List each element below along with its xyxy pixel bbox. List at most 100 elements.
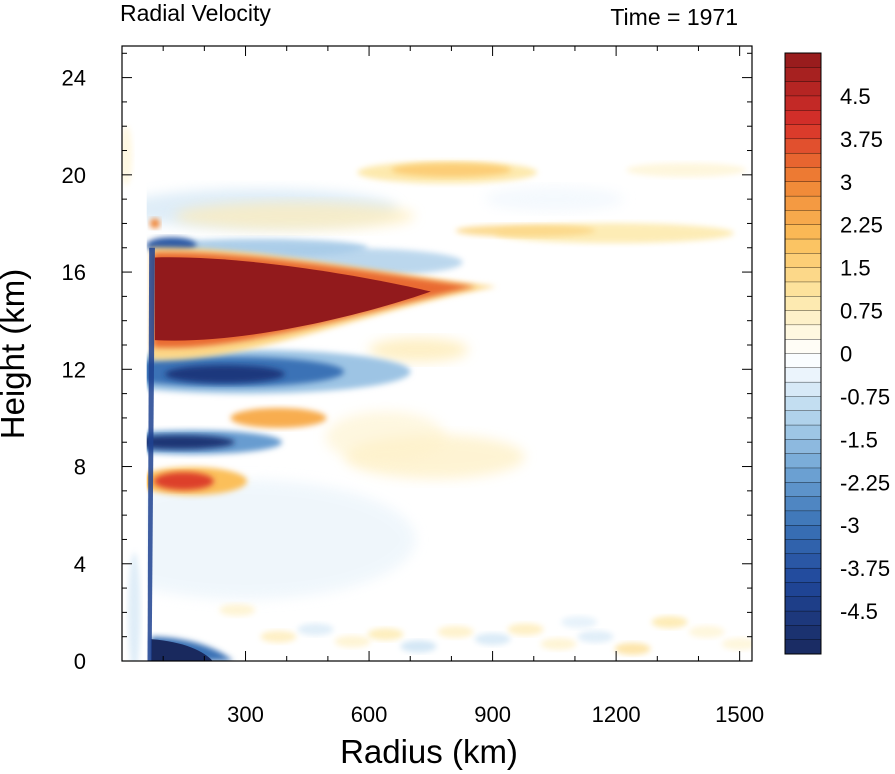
colorbar-segment — [784, 310, 822, 326]
colorbar-segment — [784, 67, 822, 83]
colorbar-segment — [784, 381, 822, 397]
surface-patch-10 — [614, 642, 651, 655]
colorbar-segment — [784, 625, 822, 641]
surface-patch-3 — [367, 628, 404, 641]
y-tick-label: 8 — [74, 455, 86, 480]
y-tick-label: 0 — [74, 649, 86, 674]
colorbar-segment — [784, 138, 822, 154]
x-tick-label: 1500 — [715, 702, 764, 727]
outflow-jet-core — [154, 257, 431, 341]
colorbar-label: 1.5 — [840, 256, 871, 281]
colorbar-segment — [784, 324, 822, 340]
faint-inflow-19km — [484, 187, 625, 212]
y-tick-label: 24 — [62, 66, 86, 91]
colorbar-segment — [784, 596, 822, 612]
colorbar-label: 0 — [840, 342, 852, 367]
left-faint-inflow — [128, 552, 141, 661]
outflow-10km — [230, 407, 327, 428]
colorbar-segment — [784, 267, 822, 283]
colorbar-segment — [784, 210, 822, 226]
colorbar-segment — [784, 424, 822, 440]
colorbar-segment — [784, 396, 822, 412]
faint-outflow-mid2 — [325, 411, 446, 464]
time-label: Time = 1971 — [610, 4, 738, 30]
colorbar-segment — [784, 95, 822, 111]
colorbar-segment — [784, 296, 822, 312]
left-faint-outflow — [122, 125, 133, 186]
colorbar-segment — [784, 167, 822, 183]
upper-outflow-band-2-core — [455, 224, 596, 237]
colorbar-label: -0.75 — [840, 384, 890, 409]
colorbar-segment — [784, 453, 822, 469]
colorbar-segment — [784, 152, 822, 168]
colorbar-label: 4.5 — [840, 84, 871, 109]
mid-outflow-core — [153, 472, 214, 491]
x-tick-label: 300 — [227, 702, 264, 727]
colorbar-label: 2.25 — [840, 213, 883, 238]
colorbar-segment — [784, 238, 822, 254]
x-tick-label: 900 — [474, 702, 511, 727]
colorbar-label: 3.75 — [840, 127, 883, 152]
surface-patch-15 — [561, 616, 598, 629]
surface-patch-2 — [334, 635, 371, 648]
surface-patch-8 — [540, 637, 577, 650]
colorbar-segment — [784, 110, 822, 126]
colorbar-segment — [784, 525, 822, 540]
y-tick-label: 4 — [74, 552, 86, 577]
inflow-below-jet-core — [164, 365, 285, 384]
velocity-field — [122, 46, 752, 661]
surface-patch-5 — [437, 625, 474, 638]
x-tick-label: 1200 — [592, 702, 641, 727]
axes: 300 600 900 1200 1500 0 4 8 12 16 20 24 — [62, 46, 764, 727]
colorbar-label: -2.25 — [840, 470, 890, 495]
x-tick-label: 600 — [351, 702, 388, 727]
eyewall-outflow-top — [149, 218, 160, 229]
colorbar-segment — [784, 224, 822, 240]
faint-inflow-mid — [122, 479, 416, 600]
colorbar-segment — [784, 567, 822, 583]
colorbar-label: -3.75 — [840, 556, 890, 581]
surface-patch-12 — [688, 625, 725, 638]
colorbar-segment — [784, 81, 822, 97]
colorbar-segment — [784, 582, 822, 598]
plot-field — [122, 46, 752, 661]
colorbar-segment — [784, 281, 822, 297]
faint-outflow-upper — [174, 202, 415, 231]
colorbar-segment — [784, 482, 822, 498]
surface-patch-7 — [507, 623, 544, 636]
plot-frame — [121, 45, 753, 662]
colorbar-segment — [784, 181, 822, 197]
colorbar-segment — [784, 510, 822, 526]
surface-patch-1 — [297, 623, 334, 636]
surface-patch-4 — [400, 640, 437, 653]
surface-patch-14 — [219, 603, 256, 616]
colorbar-frame — [784, 52, 822, 655]
y-tick-label: 16 — [62, 260, 86, 285]
surface-patch-9 — [577, 630, 614, 643]
colorbar-segment — [784, 195, 822, 211]
colorbar-label: -4.5 — [840, 599, 878, 624]
surface-patch-6 — [474, 633, 511, 646]
colorbar-label: 0.75 — [840, 299, 883, 324]
surface-patch-11 — [651, 616, 688, 629]
upper-outflow-band-core — [391, 162, 512, 177]
eyewall-inflow-sliver — [147, 247, 155, 661]
x-axis-label: Radius (km) — [340, 733, 518, 770]
colorbar-segment — [784, 124, 822, 140]
surface-patch-0 — [260, 630, 297, 643]
y-tick-label: 20 — [62, 163, 86, 188]
boundary-layer-inflow — [150, 639, 213, 661]
colorbar-segment — [784, 410, 822, 426]
faint-outflow-12km — [368, 337, 469, 362]
colorbar-segment — [784, 467, 822, 483]
surface-patch-13 — [721, 637, 752, 650]
colorbar-segment — [784, 367, 822, 383]
colorbar-segment — [784, 610, 822, 626]
upper-outflow-band-3 — [626, 162, 747, 177]
colorbar-segment — [784, 52, 822, 68]
colorbar-label: -3 — [840, 513, 860, 538]
y-tick-label: 12 — [62, 357, 86, 382]
colorbar-segment — [784, 539, 822, 555]
colorbar-segment — [784, 439, 822, 455]
colorbar-segment — [784, 639, 822, 655]
